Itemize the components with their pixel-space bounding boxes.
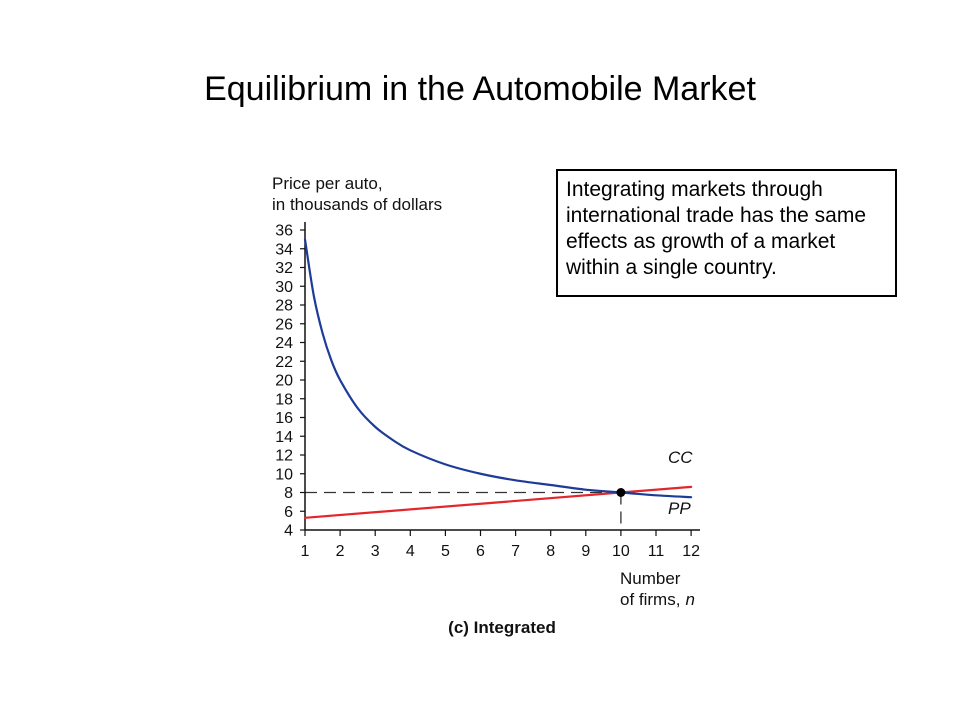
x-tick-label: 11 xyxy=(648,543,665,560)
equilibrium-point xyxy=(616,488,626,497)
x-tick-label: 1 xyxy=(301,543,310,560)
y-tick-label: 12 xyxy=(275,448,293,465)
x-tick-label: 4 xyxy=(406,543,415,560)
x-tick-label: 8 xyxy=(546,543,555,560)
slide-title: Equilibrium in the Automobile Market xyxy=(204,70,756,108)
x-tick-label: 10 xyxy=(612,543,630,560)
annotation-line: effects as growth of a market xyxy=(566,230,836,253)
chart: Price per auto, in thousands of dollars … xyxy=(272,174,700,637)
x-tick-label: 7 xyxy=(511,543,520,560)
y-tick-label: 20 xyxy=(275,373,293,390)
cc-curve xyxy=(303,485,693,519)
markers xyxy=(616,488,626,497)
x-axis-label-line-2: of firms, n xyxy=(620,590,695,609)
x-tick-label: 3 xyxy=(371,543,380,560)
y-tick-label: 30 xyxy=(275,279,293,296)
x-tick-label: 6 xyxy=(476,543,485,560)
y-axis-label-line-2: in thousands of dollars xyxy=(272,195,442,214)
y-tick-label: 4 xyxy=(284,523,293,540)
x-axis-label-text: of firms, xyxy=(620,590,680,609)
annotation-box: Integrating markets through internationa… xyxy=(556,169,897,297)
y-tick-label: 8 xyxy=(284,485,293,502)
y-tick-label: 32 xyxy=(275,260,293,277)
pp-curve-label: PP xyxy=(668,499,691,518)
chart-caption: (c) Integrated xyxy=(448,618,556,637)
y-tick-label: 10 xyxy=(275,466,293,483)
y-tick-label: 24 xyxy=(275,335,293,352)
x-axis-label-line-1: Number xyxy=(620,569,681,588)
x-tick-label: 2 xyxy=(336,543,345,560)
y-tick-label: 6 xyxy=(284,504,293,521)
y-axis-label-line-1: Price per auto, xyxy=(272,174,383,193)
x-tick-label: 5 xyxy=(441,543,450,560)
y-tick-label: 14 xyxy=(275,429,293,446)
y-tick-label: 36 xyxy=(275,223,293,240)
y-tick-label: 22 xyxy=(275,354,293,371)
y-tick-label: 18 xyxy=(275,391,293,408)
y-tick-label: 34 xyxy=(275,241,293,258)
x-tick-label: 12 xyxy=(682,543,700,560)
annotation-line: within a single country. xyxy=(566,256,777,279)
y-tick-label: 16 xyxy=(275,410,293,427)
annotation-line: international trade has the same xyxy=(566,204,867,227)
curves xyxy=(303,238,693,519)
pp-curve xyxy=(303,238,693,499)
annotation-line: Integrating markets through xyxy=(566,178,823,201)
x-tick-label: 9 xyxy=(581,543,590,560)
equilibrium-guides xyxy=(305,491,622,530)
y-tick-label: 26 xyxy=(275,316,293,333)
y-tick-label: 28 xyxy=(275,298,293,315)
x-axis-variable: n xyxy=(685,590,694,609)
cc-curve-label: CC xyxy=(668,448,693,467)
